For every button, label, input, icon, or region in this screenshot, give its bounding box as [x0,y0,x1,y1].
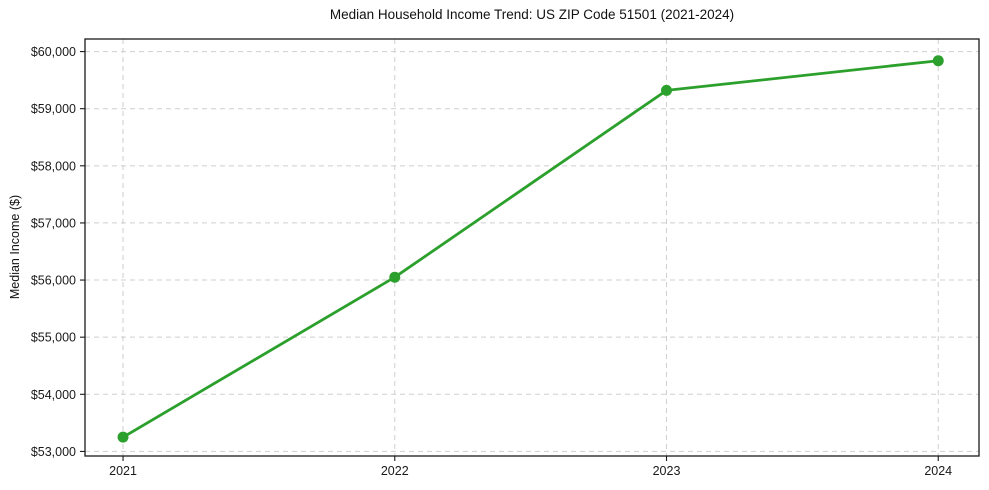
chart-title: Median Household Income Trend: US ZIP Co… [329,7,735,22]
y-tick-label: $58,000 [31,159,76,173]
y-tick-label: $55,000 [31,331,76,345]
y-axis-label: Median Income ($) [8,194,22,300]
data-point-marker [117,431,129,443]
x-tick-label: 2024 [924,464,952,478]
y-tick-label: $53,000 [31,445,76,459]
x-tick-label: 2022 [381,464,409,478]
data-point-marker [389,271,401,283]
y-tick-label: $57,000 [31,216,76,230]
y-tick-label: $54,000 [31,388,76,402]
data-point-marker [932,55,944,67]
trend-line [121,59,940,439]
x-tick-label: 2021 [109,464,137,478]
y-tick-label: $60,000 [31,45,76,59]
y-tick-label: $56,000 [31,274,76,288]
x-tick-label: 2023 [653,464,681,478]
plot-border [84,38,980,457]
y-tick-label: $59,000 [31,102,76,116]
data-point-marker [661,84,673,96]
